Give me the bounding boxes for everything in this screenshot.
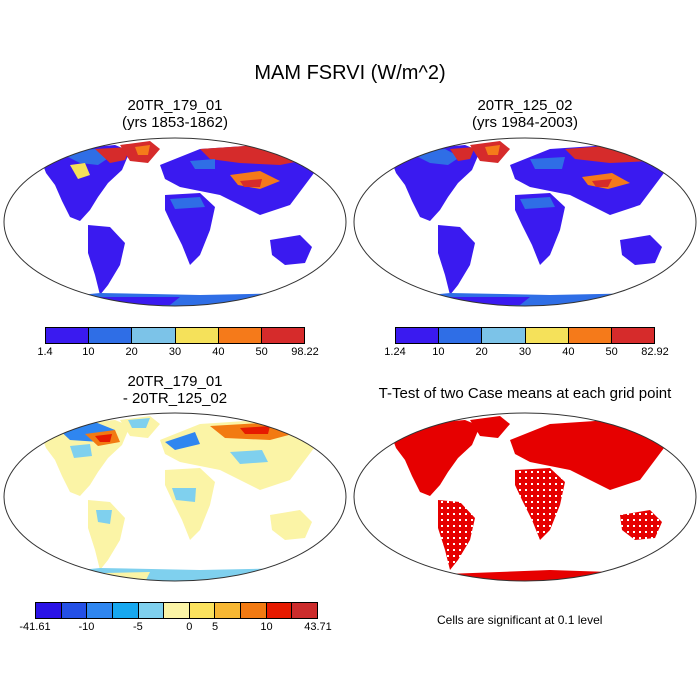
continent-south-america xyxy=(438,225,475,295)
panel-title-diff-line2: - 20TR_125_02 xyxy=(122,390,228,407)
panel-title-ttest: T-Test of two Case means at each grid po… xyxy=(378,385,672,402)
colorbar-case2-cell xyxy=(525,328,569,343)
colorbar-case1-label: 30 xyxy=(168,346,182,358)
continent-africa xyxy=(515,468,565,540)
colorbar-diff-cell xyxy=(36,603,62,618)
panel-title-case1: 20TR_179_01 (yrs 1853-1862) xyxy=(75,97,275,131)
map-ttest xyxy=(353,412,697,582)
colorbar-diff-cell xyxy=(266,603,293,618)
colorbar-case1-label: 50 xyxy=(255,346,268,358)
colorbar-case1-label: 20 xyxy=(125,346,138,358)
continent-australia xyxy=(270,235,312,265)
colorbar-case2 xyxy=(395,327,655,344)
continent-north-america xyxy=(390,145,480,221)
continent-antarctica xyxy=(20,568,330,581)
continent-africa xyxy=(515,193,565,265)
colorbar-case2-cell xyxy=(611,328,655,343)
continent-australia xyxy=(270,510,312,540)
colorbar-diff-cell xyxy=(292,603,318,618)
continent-south-america xyxy=(88,225,125,295)
colorbar-case1-cell xyxy=(46,328,90,343)
colorbar-case2-label: 30 xyxy=(518,346,532,358)
colorbar-case2-label: 40 xyxy=(562,346,575,358)
significance-note: Cells are significant at 0.1 level xyxy=(437,613,603,627)
colorbar-diff-label: -5 xyxy=(133,621,143,633)
continent-australia xyxy=(620,510,662,540)
panel-title-diff-line1: 20TR_179_01 xyxy=(127,373,223,390)
colorbar-diff-label: -41.61 xyxy=(19,621,51,633)
colorbar-case1-cell xyxy=(261,328,305,343)
continent-south-america xyxy=(438,500,475,570)
map-case1 xyxy=(3,137,347,307)
continent-africa xyxy=(165,193,215,265)
colorbar-diff-cell xyxy=(215,603,242,618)
panel-title-case1-line1: 20TR_179_01 xyxy=(127,97,223,114)
colorbar-case2-label: 1.24 xyxy=(384,346,406,358)
panel-title-case1-line2: (yrs 1853-1862) xyxy=(122,114,228,131)
colorbar-case2-cell xyxy=(396,328,440,343)
colorbar-case2-cell xyxy=(568,328,612,343)
continent-eurasia xyxy=(510,420,670,490)
colorbar-case1 xyxy=(45,327,305,344)
continent-antarctica xyxy=(370,293,680,306)
continent-north-america xyxy=(40,145,130,221)
colorbar-diff-label: 10 xyxy=(260,621,273,633)
colorbar-case1-cell xyxy=(175,328,219,343)
colorbar-diff-cell xyxy=(241,603,267,618)
continent-australia xyxy=(620,235,662,265)
colorbar-diff-label: 43.71 xyxy=(304,621,332,633)
colorbar-case1-label: 98.22 xyxy=(291,346,319,358)
colorbar-case1-cell xyxy=(89,328,133,343)
panel-title-diff: 20TR_179_01 - 20TR_125_02 xyxy=(75,373,275,407)
colorbar-diff xyxy=(35,602,318,619)
colorbar-case1-label: 10 xyxy=(82,346,95,358)
colorbar-diff-cell xyxy=(61,603,88,618)
colorbar-case1-label: 40 xyxy=(212,346,225,358)
colorbar-case2-label: 10 xyxy=(432,346,445,358)
panel-title-case2-line1: 20TR_125_02 xyxy=(477,97,573,114)
continent-north-america xyxy=(390,420,480,496)
colorbar-case1-cell xyxy=(132,328,176,343)
colorbar-diff-label: 5 xyxy=(212,621,219,633)
figure-title: MAM FSRVI (W/m^2) xyxy=(254,62,446,84)
colorbar-diff-cell xyxy=(189,603,216,618)
colorbar-diff-label: 0 xyxy=(186,621,193,633)
colorbar-case2-cell xyxy=(439,328,483,343)
colorbar-diff-cell xyxy=(164,603,190,618)
colorbar-diff-cell xyxy=(112,603,139,618)
map-case2 xyxy=(353,137,697,307)
colorbar-case2-label: 82.92 xyxy=(641,346,669,358)
colorbar-case1-label: 1.4 xyxy=(37,346,53,358)
panel-title-case2-line2: (yrs 1984-2003) xyxy=(472,114,578,131)
colorbar-diff-cell xyxy=(87,603,113,618)
panel-title-case2: 20TR_125_02 (yrs 1984-2003) xyxy=(425,97,625,131)
continent-africa xyxy=(165,468,215,540)
colorbar-diff-label: -10 xyxy=(78,621,95,633)
colorbar-case1-cell xyxy=(218,328,262,343)
colorbar-diff-cell xyxy=(138,603,165,618)
map-diff xyxy=(3,412,347,582)
colorbar-case2-cell xyxy=(482,328,526,343)
continent-greenland xyxy=(470,416,510,438)
colorbar-case2-label: 20 xyxy=(475,346,488,358)
colorbar-case2-label: 50 xyxy=(605,346,618,358)
continent-antarctica xyxy=(20,293,330,306)
